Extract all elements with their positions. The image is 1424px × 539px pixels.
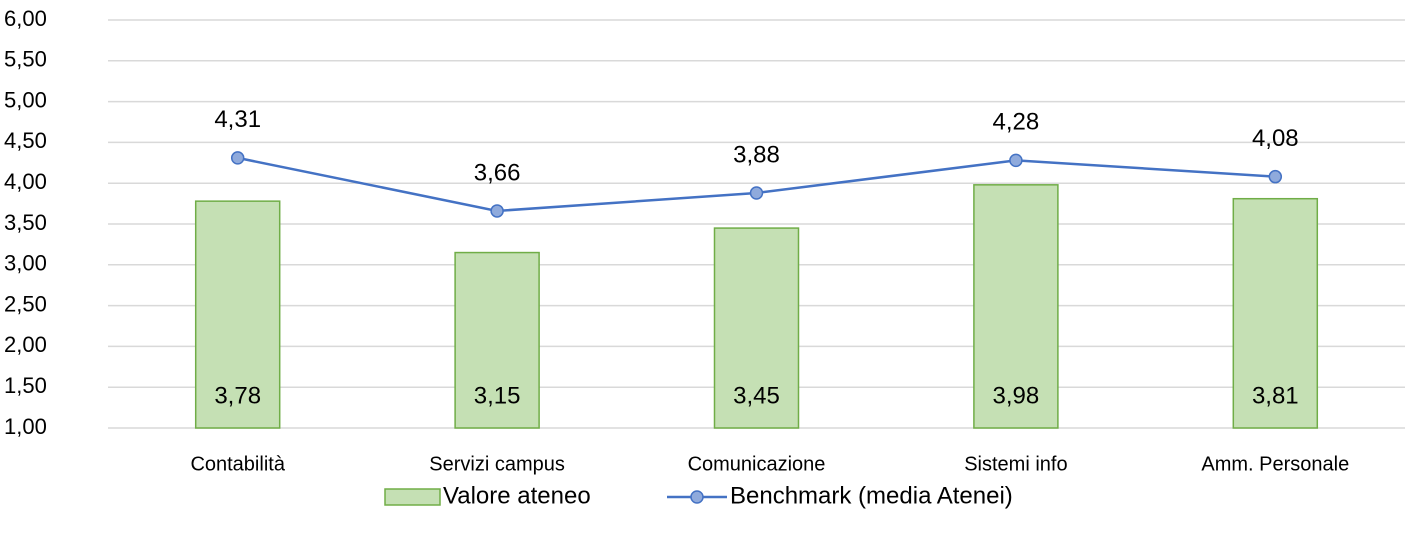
- bar: [713, 227, 800, 429]
- y-tick-label: 2,50: [4, 291, 47, 316]
- data-label: 4,28: [993, 109, 1040, 136]
- marker: [1268, 169, 1283, 184]
- x-tick-label: Amm. Personale: [1201, 453, 1349, 475]
- marker: [230, 151, 245, 165]
- data-label: 4,08: [1252, 125, 1299, 152]
- y-tick-label: 1,50: [4, 373, 47, 398]
- y-tick-label: 3,00: [4, 251, 47, 276]
- data-label: 3,81: [1252, 382, 1299, 409]
- data-label: 3,78: [214, 382, 261, 409]
- legend-label: Benchmark (media Atenei): [730, 482, 1013, 509]
- data-label: 3,66: [474, 159, 521, 186]
- data-label: 3,88: [733, 141, 780, 168]
- y-tick-label: 1,00: [4, 414, 47, 439]
- bar: [1232, 197, 1319, 429]
- y-tick-label: 6,00: [4, 6, 47, 31]
- bar: [194, 200, 281, 429]
- bar: [454, 251, 540, 429]
- marker: [490, 204, 504, 218]
- x-tick-label: Contabilità: [190, 453, 285, 475]
- y-tick-label: 3,50: [4, 210, 47, 235]
- x-tick-label: Comunicazione: [688, 453, 826, 475]
- y-tick-label: 2,00: [4, 332, 47, 357]
- marker: [749, 186, 764, 200]
- marker: [1009, 153, 1023, 168]
- y-tick-label: 4,50: [4, 128, 47, 153]
- legend-label: Valore ateneo: [443, 482, 591, 509]
- legend-marker: [690, 490, 704, 504]
- x-tick-label: Sistemi info: [964, 453, 1067, 475]
- y-tick-label: 5,50: [4, 47, 47, 72]
- bar: [973, 184, 1059, 429]
- legend-swatch: [384, 488, 441, 506]
- y-tick-label: 5,00: [4, 87, 47, 112]
- data-label: 3,15: [474, 382, 521, 409]
- y-tick-label: 4,00: [4, 169, 47, 194]
- x-tick-label: Servizi campus: [429, 453, 565, 475]
- data-label: 3,45: [733, 382, 780, 409]
- data-label: 3,98: [993, 382, 1040, 409]
- data-label: 4,31: [214, 106, 261, 133]
